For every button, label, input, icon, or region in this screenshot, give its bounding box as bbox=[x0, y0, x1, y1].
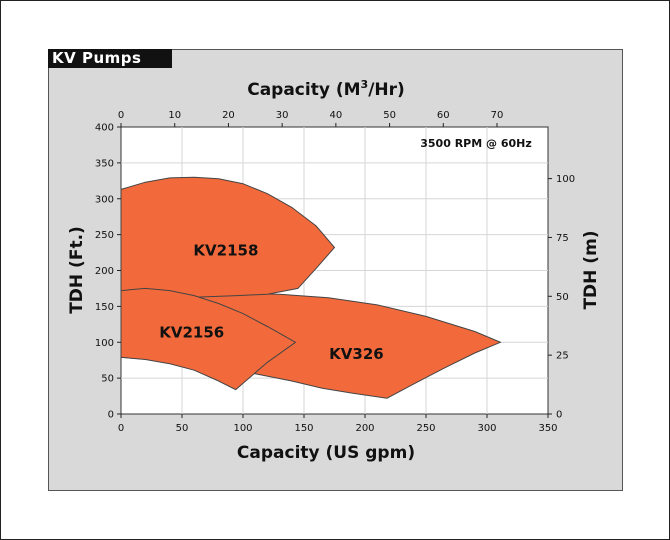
x2-tick-label: 10 bbox=[168, 110, 181, 121]
x2-axis-title: Capacity (M3/Hr) bbox=[247, 78, 405, 100]
x-tick-label: 150 bbox=[294, 423, 313, 434]
x-tick-label: 50 bbox=[176, 423, 189, 434]
x-tick-label: 100 bbox=[233, 423, 252, 434]
y-tick-label: 100 bbox=[95, 338, 114, 349]
x2-tick-label: 40 bbox=[329, 110, 342, 121]
label-kv2156: KV2156 bbox=[159, 323, 224, 341]
y-tick-label: 200 bbox=[95, 266, 114, 277]
y-tick-label: 0 bbox=[108, 410, 114, 421]
y-axis-title: TDH (Ft.) bbox=[67, 226, 87, 314]
y-tick-label: 400 bbox=[95, 123, 114, 134]
x-tick-label: 200 bbox=[355, 423, 374, 434]
y-tick-label: 250 bbox=[95, 230, 114, 241]
x-tick-label: 250 bbox=[416, 423, 435, 434]
x-tick-label: 0 bbox=[118, 423, 124, 434]
x-axis-title: Capacity (US gpm) bbox=[237, 443, 415, 463]
x-tick-label: 350 bbox=[538, 423, 557, 434]
y2-tick-label: 50 bbox=[556, 292, 569, 303]
y-tick-label: 350 bbox=[95, 158, 114, 169]
y-tick-label: 50 bbox=[101, 374, 114, 385]
x2-tick-label: 20 bbox=[222, 110, 235, 121]
axis-ticks: 0 50 100 150 200 250 300 3500501001502002503003… bbox=[95, 110, 575, 434]
performance-areas bbox=[120, 176, 502, 399]
y-tick-label: 150 bbox=[95, 302, 114, 313]
y2-tick-label: 100 bbox=[556, 174, 575, 185]
y2-tick-label: 75 bbox=[556, 233, 569, 244]
y-tick-label: 300 bbox=[95, 194, 114, 205]
x2-tick-label: 50 bbox=[383, 110, 396, 121]
x2-tick-label: 0 bbox=[118, 110, 124, 121]
x2-tick-label: 70 bbox=[491, 110, 504, 121]
x2-tick-label: 30 bbox=[276, 110, 289, 121]
area-kv2156 bbox=[120, 287, 297, 391]
rpm-annotation: 3500 RPM @ 60Hz bbox=[420, 137, 532, 150]
x2-tick-label: 60 bbox=[437, 110, 450, 121]
y2-axis-title: TDH (m) bbox=[581, 230, 601, 309]
label-kv326: KV326 bbox=[329, 345, 384, 363]
label-kv2158: KV2158 bbox=[193, 242, 258, 260]
chart-title: KV Pumps bbox=[48, 49, 172, 68]
x-tick-label: 300 bbox=[477, 423, 496, 434]
series-labels: KV326 KV2158 KV2156 bbox=[159, 242, 383, 363]
y2-tick-label: 25 bbox=[556, 351, 569, 362]
y2-tick-label: 0 bbox=[556, 410, 562, 421]
